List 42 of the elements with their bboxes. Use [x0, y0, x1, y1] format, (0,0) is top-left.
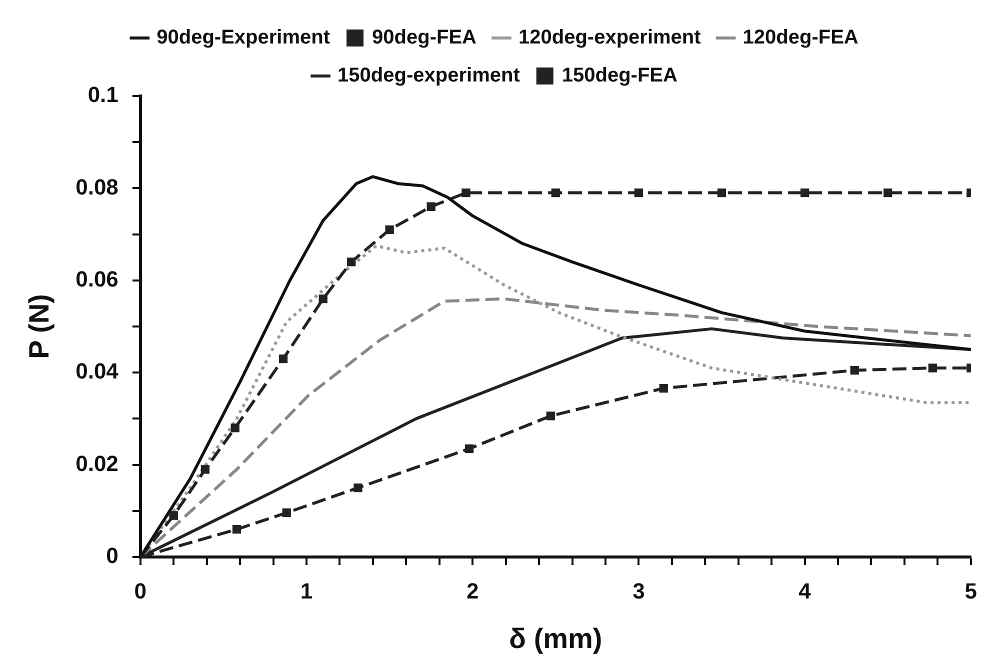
point	[278, 354, 288, 364]
point	[462, 188, 470, 198]
y-tick-label: 0.06	[76, 266, 118, 292]
point	[551, 188, 560, 198]
point	[634, 188, 644, 198]
point	[232, 525, 242, 534]
point	[464, 444, 474, 453]
x-tick-label: 5	[964, 578, 978, 604]
x-axis-title: δ (mm)	[509, 622, 602, 654]
point	[546, 412, 555, 420]
point	[230, 424, 240, 432]
point	[659, 384, 668, 393]
y-tick-label: 0.02	[76, 450, 118, 476]
y-tick-label: 0	[106, 543, 118, 568]
point	[354, 484, 362, 492]
point	[800, 188, 810, 198]
y-tick-label: 0.1	[88, 82, 118, 108]
point	[850, 366, 859, 375]
legend-label: 150deg-FEA	[562, 64, 678, 87]
point	[385, 225, 394, 234]
x-tick-label: 1	[300, 578, 313, 604]
point	[200, 465, 210, 474]
point	[347, 258, 356, 266]
point	[928, 364, 938, 372]
legend-label: 90deg-Experiment	[156, 26, 330, 49]
point	[318, 294, 328, 304]
point	[169, 511, 178, 520]
x-tick-label: 4	[798, 578, 812, 604]
x-tick-label: 0	[134, 578, 147, 604]
legend-label: 120deg-experiment	[518, 26, 702, 49]
x-tick-label: 2	[466, 578, 479, 604]
x-tick-label: 3	[632, 578, 645, 604]
legend-label: 120deg-FEA	[742, 26, 858, 49]
point	[884, 188, 892, 198]
y-tick-label: 0.04	[76, 358, 120, 384]
legend-label: 90deg-FEA	[372, 26, 476, 49]
legend-label: 150deg-experiment	[338, 64, 520, 87]
point	[426, 202, 436, 211]
y-axis-title: P (N)	[24, 294, 55, 359]
point	[717, 188, 726, 198]
point	[282, 508, 291, 518]
y-tick-label: 0.08	[76, 174, 118, 200]
